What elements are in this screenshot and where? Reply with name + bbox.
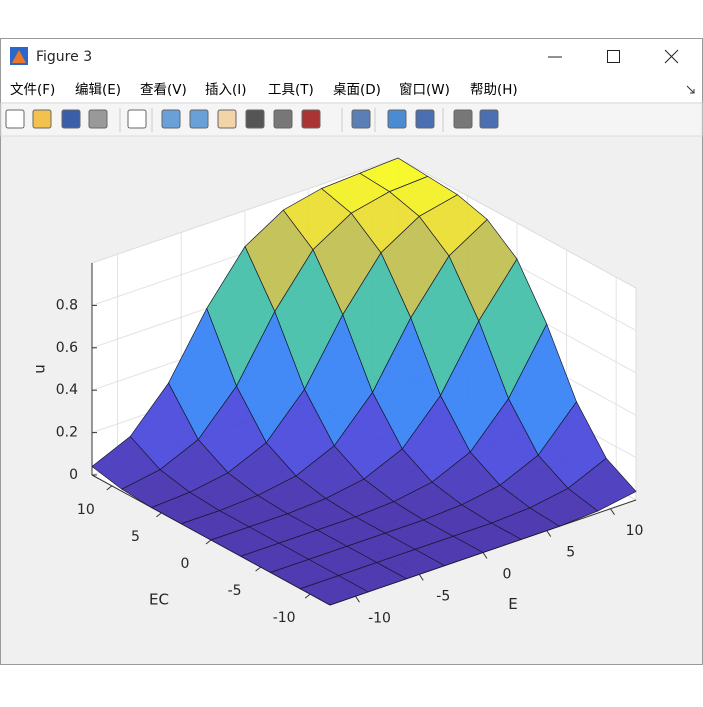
x-axis-label: E	[508, 595, 517, 613]
menu: 文件(F) 编辑(E) 查看(V) 插入(I) 工具(T) 桌面(D) 窗口(W) 帮助(H)	[10, 81, 518, 98]
y-tick	[255, 566, 261, 572]
y-tick	[205, 539, 212, 545]
y-tick-label: 10	[77, 502, 95, 518]
undock-arrow[interactable]	[686, 85, 695, 94]
toolbar-button[interactable]	[415, 109, 435, 129]
y-tick-label: -5	[228, 583, 242, 599]
menu-item[interactable]: 插入(I)	[205, 82, 247, 98]
axes: 0 0.2 0.4 0.6 0.8 -10 -5 0 5 10 -10 -5 0 5 10 E EC u	[31, 157, 644, 626]
y-tick	[156, 512, 162, 518]
toolbar-button[interactable]	[161, 109, 181, 129]
x-tick	[546, 530, 552, 537]
toolbar-button[interactable]	[61, 109, 81, 129]
x-tick	[482, 552, 488, 559]
z-axis-label: u	[31, 364, 49, 374]
toolbar-button[interactable]	[189, 109, 209, 129]
z-tick-label: 0.8	[56, 297, 78, 313]
surface-face	[299, 575, 370, 606]
x-tick	[610, 508, 615, 516]
y-tick-label: 0	[181, 556, 190, 572]
toolbar-button[interactable]	[387, 109, 407, 129]
x-tick-label: 5	[566, 545, 575, 561]
toolbar-button[interactable]	[245, 109, 265, 129]
y-tick	[304, 593, 311, 599]
menu-bar	[1, 77, 702, 102]
toolbar-button[interactable]	[273, 109, 293, 129]
toolbar-button[interactable]	[32, 109, 52, 129]
toolbar-button[interactable]	[217, 109, 237, 129]
x-tick	[418, 574, 424, 581]
y-axis-label: EC	[149, 591, 169, 609]
menu-item[interactable]: 文件(F)	[10, 82, 55, 98]
close-button[interactable]	[664, 49, 679, 64]
toolbar-button[interactable]	[479, 109, 499, 129]
menu-item[interactable]: 窗口(W)	[399, 81, 450, 98]
y-tick-label: 5	[131, 529, 140, 545]
x-tick-label: -5	[436, 588, 450, 604]
menu-item[interactable]: 工具(T)	[268, 82, 314, 98]
menu-item[interactable]: 桌面(D)	[333, 82, 381, 98]
menu-item[interactable]: 帮助(H)	[470, 82, 518, 98]
z-tick-label: 0.2	[56, 425, 78, 441]
z-tick-label: 0.6	[56, 340, 78, 356]
toolbar-button[interactable]	[88, 109, 108, 129]
y-tick	[106, 485, 113, 491]
y-tick-label: -10	[273, 610, 296, 626]
menu-item[interactable]: 编辑(E)	[75, 82, 121, 98]
x-tick	[355, 595, 360, 603]
x-tick-label: 0	[503, 567, 512, 583]
toolbar-button[interactable]	[301, 109, 321, 129]
title-bar	[1, 39, 702, 77]
menu-item[interactable]: 查看(V)	[140, 82, 187, 98]
x-tick-label: -10	[368, 610, 391, 626]
toolbar-button[interactable]	[5, 109, 25, 129]
app-icon-shape	[12, 50, 26, 63]
x-tick-label: 10	[626, 523, 644, 539]
maximize-button[interactable]	[607, 50, 620, 63]
toolbar-buttons	[5, 108, 499, 132]
toolbar-button[interactable]	[453, 109, 473, 129]
window-title: Figure 3	[36, 49, 92, 65]
z-tick-label: 0.4	[56, 382, 78, 398]
toolbar-button[interactable]	[351, 109, 371, 129]
toolbar-button[interactable]	[127, 109, 147, 129]
z-tick-label: 0	[69, 467, 78, 483]
